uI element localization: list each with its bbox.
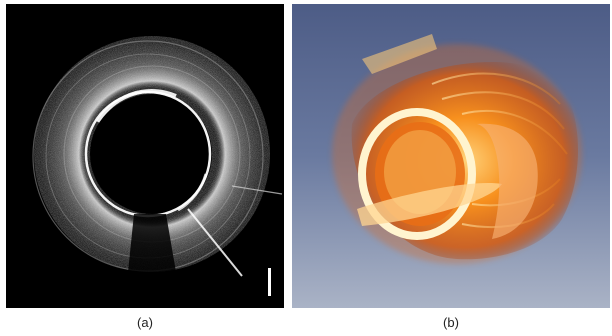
caption-a: (a) [137,315,153,330]
caption-b: (b) [443,315,459,330]
oct-cross-section-image [6,4,284,308]
lumen-opening [358,108,476,240]
cut-face [477,123,538,239]
lumen [90,96,206,212]
guidewire-shadow [128,214,176,272]
volume-rendering-panel [292,4,610,308]
oct-cross-section-panel [6,4,284,308]
volume-rendering-image [292,4,610,308]
scale-bar [268,268,271,296]
top-fragment [362,34,437,74]
bright-streak [357,183,502,226]
artifact-streak [187,208,243,277]
